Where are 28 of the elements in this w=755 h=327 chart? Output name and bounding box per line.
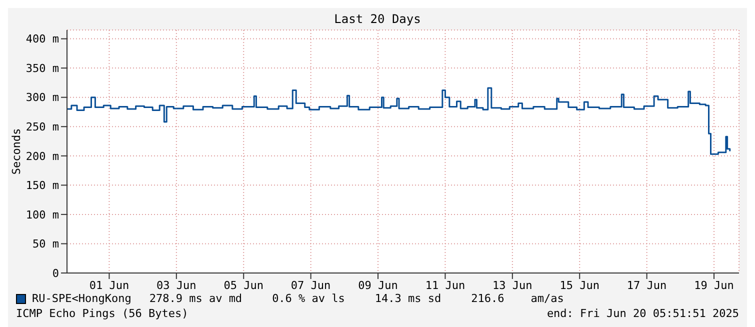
x-tick-label: 17 Jun [626, 278, 667, 292]
x-tick-label: 11 Jun [425, 278, 466, 292]
x-tick-label: 01 Jun [89, 278, 130, 292]
x-tick-label: 05 Jun [224, 278, 264, 292]
chart-title: Last 20 Days [333, 11, 422, 28]
y-tick-label: 300 m [26, 91, 60, 104]
text: 278.9 ms av md [149, 292, 242, 305]
legend-label: RU-SPE<HongKong [32, 292, 132, 305]
text: 216.6 am/as [471, 292, 564, 305]
text: end: Fri Jun 20 05:51:51 2025 [546, 307, 739, 320]
x-tick-label: 03 Jun [156, 278, 196, 292]
x-tick-label: 15 Jun [560, 278, 600, 292]
x-tick-label: 19 Jun [694, 278, 734, 292]
x-tick-label: 13 Jun [492, 278, 532, 292]
y-tick-label: 50 m [32, 238, 60, 251]
y-tick-label: 150 m [26, 179, 60, 192]
y-tick-label: 400 m [26, 32, 60, 46]
y-tick-label: 100 m [26, 208, 60, 222]
y-tick-label: 0 [52, 266, 59, 280]
y-tick-label: 350 m [26, 62, 60, 75]
text: 14.3 ms sd [374, 292, 442, 305]
y-axis-title: Seconds [10, 128, 23, 175]
y-tick-label: 250 m [26, 120, 60, 134]
text: 0.6 % av ls [272, 292, 345, 305]
x-tick-label: 09 Jun [358, 278, 398, 292]
y-tick-label: 200 m [26, 150, 60, 163]
text: ICMP Echo Pings (56 Bytes) [16, 307, 188, 320]
x-tick-label: 07 Jun [290, 278, 331, 292]
